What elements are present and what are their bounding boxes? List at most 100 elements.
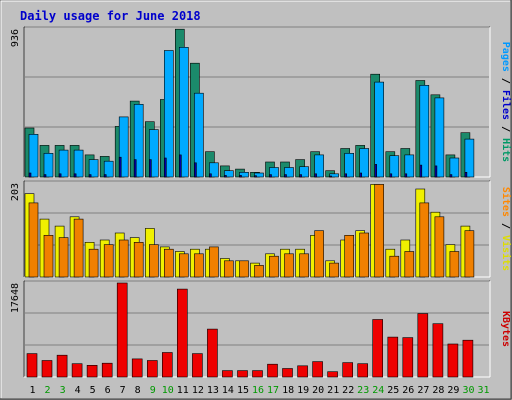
y-max-label: 936 bbox=[10, 29, 21, 47]
bar-pages-day-4 bbox=[73, 173, 77, 178]
bar-files-day-21 bbox=[329, 173, 339, 178]
legend-entry: / bbox=[500, 72, 511, 90]
bar-sites-day-18 bbox=[284, 253, 294, 278]
bar-sites-day-15 bbox=[239, 260, 249, 278]
panel-hits-files-pages: 936 Pages / Files / Hits bbox=[10, 26, 512, 178]
bar-sites-day-30 bbox=[464, 230, 475, 278]
bar-files-day-16 bbox=[254, 172, 264, 178]
bar-files-day-15 bbox=[239, 172, 249, 178]
x-tick-label: 26 bbox=[402, 385, 414, 396]
bar-kbytes-day-28 bbox=[432, 323, 444, 378]
bar-pages-day-12 bbox=[194, 162, 197, 178]
bar-sites-day-14 bbox=[224, 260, 234, 278]
bar-sites-day-19 bbox=[299, 253, 309, 278]
x-axis-ticks: 1 2 3 4 5 6 7 8 9 10 11 12 13 14 15 16 17 18 19 20 21 22 23 24 2… bbox=[29, 385, 489, 396]
bar-pages-day-9 bbox=[149, 159, 152, 178]
bar-kbytes-day-27 bbox=[417, 313, 429, 378]
x-tick-label: 9 bbox=[150, 385, 156, 396]
x-tick-label: 23 bbox=[357, 385, 369, 396]
x-tick-label: 19 bbox=[297, 385, 309, 396]
x-tick-label: 17 bbox=[267, 385, 279, 396]
x-tick-label: 7 bbox=[120, 385, 126, 396]
bar-files-day-2 bbox=[43, 153, 54, 178]
bar-files-day-25 bbox=[389, 155, 400, 178]
panel-visits-sites: 203 Sites / Visits bbox=[10, 180, 512, 278]
bar-sites-day-7 bbox=[118, 239, 129, 278]
chart-panels: 936 Pages / Files / Hits 203 Sites / Visits… bbox=[10, 26, 512, 378]
x-tick-label: 16 bbox=[252, 385, 264, 396]
bar-files-day-30 bbox=[464, 138, 475, 178]
bar-files-day-19 bbox=[299, 166, 309, 178]
bar-sites-day-2 bbox=[43, 235, 54, 278]
x-tick-label: 29 bbox=[447, 385, 459, 396]
bar-pages-day-11 bbox=[179, 154, 182, 178]
bar-files-day-3 bbox=[58, 149, 69, 178]
bar-kbytes-day-16 bbox=[252, 370, 263, 378]
bar-files-day-7 bbox=[118, 116, 129, 178]
x-tick-label: 31 bbox=[477, 385, 489, 396]
bar-files-day-9 bbox=[149, 129, 159, 178]
bar-kbytes-day-7 bbox=[116, 282, 128, 378]
panel-background bbox=[24, 27, 490, 177]
x-tick-label: 1 bbox=[29, 385, 35, 396]
bar-kbytes-day-6 bbox=[101, 362, 113, 378]
legend-entry: Sites bbox=[500, 187, 512, 217]
bar-pages-day-30 bbox=[464, 172, 468, 178]
bar-pages-day-16 bbox=[254, 175, 257, 178]
y-max-label: 17648 bbox=[10, 283, 21, 313]
bar-pages-day-13 bbox=[209, 173, 212, 178]
bar-sites-day-5 bbox=[88, 248, 99, 278]
legend-entry: / bbox=[500, 120, 511, 138]
bar-kbytes-day-12 bbox=[192, 353, 203, 378]
bar-sites-day-10 bbox=[164, 248, 174, 278]
x-tick-label: 4 bbox=[75, 385, 81, 396]
bar-files-day-5 bbox=[88, 159, 99, 178]
bar-files-day-10 bbox=[164, 50, 174, 178]
bar-pages-day-23 bbox=[359, 172, 363, 178]
bar-files-day-29 bbox=[449, 157, 460, 178]
bar-pages-day-21 bbox=[329, 175, 332, 178]
x-tick-label: 25 bbox=[387, 385, 399, 396]
bar-sites-day-12 bbox=[194, 253, 204, 278]
bar-files-day-14 bbox=[224, 170, 234, 178]
bar-files-day-1 bbox=[28, 134, 39, 178]
bar-pages-day-6 bbox=[103, 174, 107, 178]
bar-files-day-18 bbox=[284, 167, 294, 178]
bar-files-day-27 bbox=[419, 85, 430, 178]
bar-pages-day-5 bbox=[88, 174, 92, 178]
bar-kbytes-day-8 bbox=[131, 358, 143, 378]
x-tick-label: 18 bbox=[282, 385, 294, 396]
bar-kbytes-day-13 bbox=[207, 328, 218, 378]
legend-entry: Visits bbox=[500, 235, 512, 271]
bar-kbytes-day-14 bbox=[222, 370, 233, 378]
x-tick-label: 8 bbox=[135, 385, 141, 396]
bar-sites-day-26 bbox=[404, 251, 415, 278]
x-tick-label: 27 bbox=[417, 385, 429, 396]
bar-pages-day-18 bbox=[284, 174, 287, 178]
bar-sites-day-17 bbox=[269, 255, 279, 278]
bar-kbytes-day-18 bbox=[282, 368, 293, 378]
chart-title: Daily usage for June 2018 bbox=[20, 9, 201, 23]
bar-kbytes-day-23 bbox=[357, 363, 369, 378]
bar-pages-day-24 bbox=[374, 164, 378, 178]
bar-pages-day-3 bbox=[58, 173, 62, 178]
bar-sites-day-16 bbox=[254, 265, 264, 278]
bar-kbytes-day-26 bbox=[402, 337, 414, 378]
bar-kbytes-day-22 bbox=[342, 362, 354, 378]
bar-sites-day-29 bbox=[449, 251, 460, 278]
bar-sites-day-3 bbox=[58, 237, 69, 278]
bar-files-day-22 bbox=[344, 153, 355, 178]
bar-pages-day-7 bbox=[118, 156, 122, 178]
series-legend: Sites / Visits bbox=[500, 187, 512, 271]
bar-kbytes-day-5 bbox=[86, 364, 98, 378]
bar-sites-day-1 bbox=[28, 202, 39, 278]
panel-kbytes: 17648 KBytes bbox=[10, 280, 511, 378]
bar-kbytes-day-4 bbox=[71, 363, 83, 378]
bar-sites-day-27 bbox=[419, 202, 430, 278]
bar-kbytes-day-19 bbox=[297, 365, 308, 378]
bar-pages-day-25 bbox=[389, 173, 393, 178]
x-tick-label: 21 bbox=[327, 385, 339, 396]
bar-sites-day-8 bbox=[133, 242, 144, 278]
bar-kbytes-day-1 bbox=[26, 353, 38, 378]
x-tick-label: 14 bbox=[222, 385, 234, 396]
